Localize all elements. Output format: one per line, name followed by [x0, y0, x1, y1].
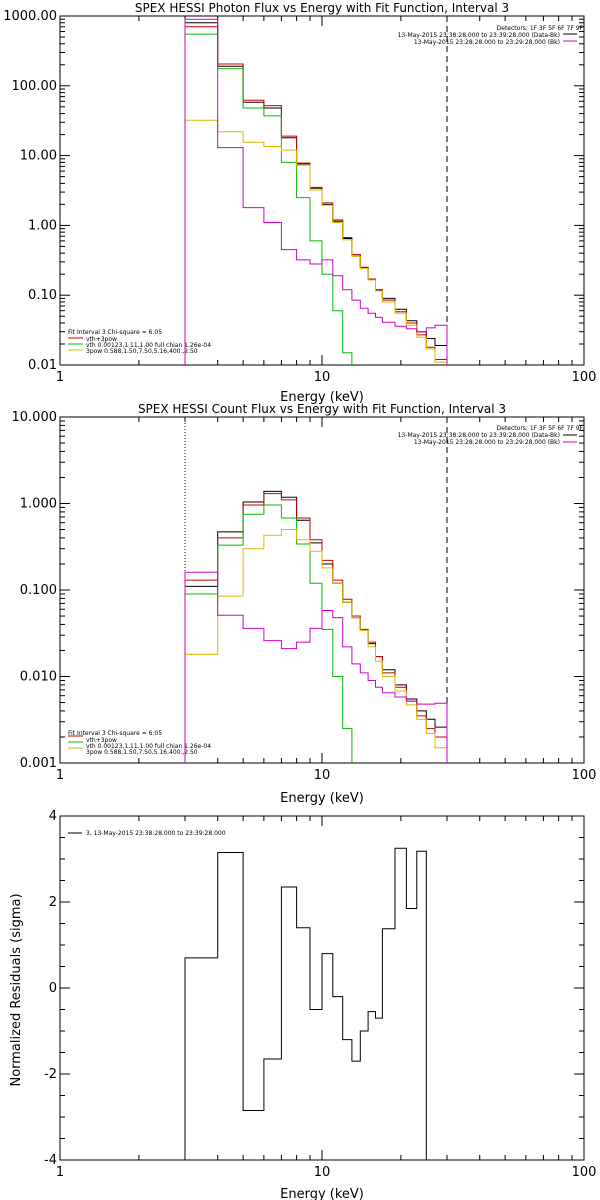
- photon-legend-bk: 13-May-2015 23:28:28.000 to 23:29:28.000…: [414, 39, 560, 46]
- photon-fit-total: vth+3pow: [86, 336, 117, 343]
- count-flux-title: SPEX HESSI Count Flux vs Energy with Fit…: [138, 402, 506, 416]
- x-tick-label: 10: [314, 768, 331, 783]
- y-tick-label: 0.100: [20, 583, 57, 598]
- y-tick-label: 0.001: [20, 756, 57, 771]
- y-tick-label: 4: [49, 809, 57, 824]
- plot-body: [184, 847, 427, 1160]
- y-tick-label: -4: [44, 1153, 57, 1168]
- series-3-histogram: [184, 119, 448, 365]
- count-legend-data: 13-May-2015 23:38:28.000 to 23:39:28.000…: [398, 432, 560, 439]
- residuals-histogram: [184, 847, 427, 1160]
- count-fit-header: Fit Interval 3 Chi-square = 6.05: [68, 730, 162, 737]
- plot-body: [184, 16, 448, 365]
- series-1-histogram: [184, 493, 448, 763]
- x-tick-label: 10: [314, 1165, 331, 1180]
- series-3-histogram: [184, 529, 448, 763]
- y-tick-label: -2: [44, 1067, 57, 1082]
- y-tick-label: 100.00: [12, 79, 58, 94]
- x-tick-label: 100: [572, 370, 597, 385]
- count-fit-3pow: 3pow 0.588,1.50,7.50,5.16,400.,2.50: [86, 749, 198, 756]
- y-tick-label: 0.01: [28, 358, 57, 373]
- count-fit-total: vth+3pow: [86, 737, 117, 744]
- x-tick-label: 1: [56, 768, 64, 783]
- plot-body: [184, 417, 448, 763]
- photon-legend-header: Detectors: 1F 3F 5F 6F 7F 9F: [497, 25, 584, 32]
- count-legend-header: Detectors: 1F 3F 5F 6F 7F 9F: [497, 425, 584, 432]
- y-tick-label: 0.10: [28, 288, 57, 303]
- photon-fit-header: Fit Interval 3 Chi-square = 6.05: [68, 329, 162, 336]
- count-flux-xlabel: Energy (keV): [280, 791, 364, 806]
- y-tick-label: 1.000: [20, 497, 57, 512]
- photon-flux-panel: SPEX HESSI Photon Flux vs Energy with Fi…: [3, 1, 596, 405]
- x-tick-label: 10: [314, 370, 331, 385]
- x-tick-label: 1: [56, 370, 64, 385]
- series-2-histogram: [184, 504, 353, 763]
- photon-legend-data: 13-May-2015 23:38:28.000 to 23:39:28.000…: [398, 32, 560, 39]
- series-1-histogram: [184, 26, 448, 365]
- x-tick-label: 100: [572, 1165, 597, 1180]
- series-4-histogram: [184, 18, 448, 365]
- residuals-panel: Energy (keV) Normalized Residuals (sigma…: [9, 809, 596, 1200]
- residuals-legend: 3, 13-May-2015 23:38:28.000 to 23:39:28.…: [86, 830, 226, 837]
- photon-flux-title: SPEX HESSI Photon Flux vs Energy with Fi…: [135, 1, 509, 15]
- series-0-histogram: [184, 22, 448, 365]
- series-0-histogram: [184, 490, 448, 763]
- y-tick-label: 1000.00: [3, 9, 57, 24]
- photon-fit-3pow: 3pow 0.588,1.50,7.50,5.16,400.,2.50: [86, 348, 198, 355]
- y-tick-label: 0.010: [20, 670, 57, 685]
- x-tick-label: 1: [56, 1165, 64, 1180]
- residuals-xlabel: Energy (keV): [280, 1187, 364, 1200]
- series-4-histogram: [184, 571, 448, 763]
- photon-flux-xlabel: Energy (keV): [280, 390, 364, 405]
- y-tick-label: 1.00: [28, 218, 57, 233]
- count-legend-bk: 13-May-2015 23:28:28.000 to 23:29:28.000…: [414, 439, 560, 446]
- count-flux-panel: SPEX HESSI Count Flux vs Energy with Fit…: [12, 402, 597, 806]
- y-tick-label: 10.000: [12, 410, 58, 425]
- y-tick-label: 0: [49, 981, 57, 996]
- y-tick-label: 2: [49, 895, 57, 910]
- x-tick-label: 100: [572, 768, 597, 783]
- photon-fit-vth: vth 0.00123,1.11,1.00 full chian 1.26e-0…: [86, 342, 211, 349]
- y-tick-label: 10.00: [20, 149, 57, 164]
- count-fit-vth: vth 0.00123,1.11,1.00 full chian 1.26e-0…: [86, 743, 211, 750]
- series-2-histogram: [184, 33, 353, 365]
- residuals-ylabel: Normalized Residuals (sigma): [9, 893, 24, 1086]
